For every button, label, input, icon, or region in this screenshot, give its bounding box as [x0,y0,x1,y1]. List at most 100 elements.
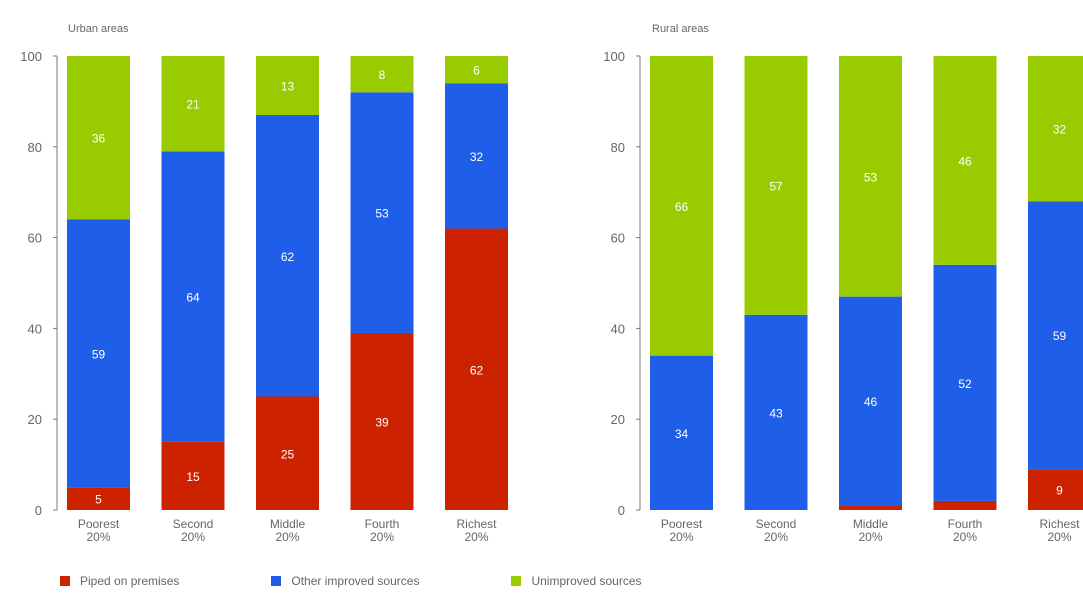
urban-data-label: 21 [186,98,200,112]
rural-bar-segment [744,56,808,315]
rural-data-label: 46 [958,154,972,168]
urban-data-label: 8 [379,68,386,82]
urban-y-tick-label: 0 [35,503,42,518]
rural-bar-segment [933,264,997,501]
rural-bar-segment [1028,469,1083,510]
urban-data-label: 32 [470,150,484,164]
urban-x-tick-label: Fourth 20% [365,517,400,544]
rural-data-label: 46 [864,395,878,409]
urban-data-label: 36 [92,132,106,146]
urban-data-label: 25 [281,447,295,461]
urban-bar-segment [256,56,319,116]
rural-chart-title: Rural areas [652,23,709,35]
urban-bar-segment [256,396,319,510]
legend-label-unimproved: Unimproved sources [531,574,642,588]
rural-x-tick-label: Middle 20% [853,517,889,544]
urban-x-tick-label: Second 20% [173,517,214,544]
urban-data-label: 5 [95,493,102,507]
urban-data-label: 62 [281,250,295,264]
rural-x-tick-label: Second 20% [756,517,797,544]
rural-data-label: 57 [769,179,783,193]
rural-bar-segment [839,56,902,297]
urban-y-tick-label: 100 [20,49,42,64]
legend-swatch-piped [60,576,70,586]
rural-x-tick-label: Poorest 20% [661,517,703,544]
urban-bar-segment [445,83,508,229]
rural-bar-segment [839,505,902,510]
urban-bar-segment [67,487,130,510]
legend-label-piped: Piped on premises [80,574,180,588]
urban-x-tick-label-line: Poorest [78,517,120,531]
urban-x-tick-label: Richest 20% [456,517,497,544]
legend-swatch-other [271,576,282,586]
urban-bar-segment [445,228,508,510]
urban-y-tick-label: 80 [28,140,42,155]
urban-x-tick-label: Poorest 20% [78,517,120,544]
urban-y-tick-label: 60 [28,231,42,246]
rural-data-label: 34 [675,427,689,441]
rural-data-label: 52 [958,377,972,391]
rural-bar-segment [1028,56,1083,202]
rural-y-tick-label: 60 [611,231,625,246]
urban-data-label: 6 [473,64,480,78]
urban-x-tick-label-line: Fourth [365,517,400,531]
urban-data-label: 53 [375,207,389,221]
urban-x-tick-label-line: 20% [181,530,205,544]
urban-x-tick-label-line: 20% [370,530,394,544]
rural-y-tick-label: 20 [611,412,625,427]
urban-bar-segment [445,56,508,84]
rural-data-label: 59 [1053,329,1067,343]
legend-item-unimproved: Unimproved sources [511,574,642,588]
rural-y-tick-label: 0 [618,503,625,518]
rural-bar-segment [839,296,902,506]
rural-x-tick-label: Richest 20% [1039,517,1080,544]
urban-y-tick-label: 40 [28,321,42,336]
rural-y-tick-label: 40 [611,321,625,336]
rural-x-tick-label-line: 20% [858,530,882,544]
legend-swatch-unimproved [511,576,522,586]
rural-y-tick-label: 80 [611,140,625,155]
legend-item-piped: Piped on premises [60,574,179,588]
urban-bar-segment [350,92,414,333]
rural-data-label: 43 [769,406,783,420]
rural-data-label: 32 [1053,123,1067,137]
urban-x-tick-label: Middle 20% [270,517,306,544]
urban-bar-segment [350,56,414,93]
rural-data-label: 66 [675,200,689,214]
urban-data-label: 64 [186,291,200,305]
rural-data-label: 9 [1056,484,1063,498]
urban-x-tick-label-line: Richest [456,517,497,531]
rural-bar-segment [744,314,808,510]
urban-x-tick-label-line: 20% [464,530,488,544]
urban-bar-segment [67,219,130,488]
rural-x-tick-label: Fourth 20% [948,517,983,544]
urban-x-tick-label-line: 20% [86,530,110,544]
urban-y-tick-label: 20 [28,412,42,427]
urban-data-label: 62 [470,363,484,377]
urban-x-tick-label-line: 20% [275,530,299,544]
rural-data-label: 53 [864,170,878,184]
rural-bar-segment [933,56,997,265]
rural-bar-segment [650,56,713,356]
urban-bar-segment [67,56,130,220]
rural-x-tick-label-line: Fourth [948,517,983,531]
rural-x-tick-label-line: 20% [1047,530,1071,544]
rural-x-tick-label-line: 20% [764,530,788,544]
legend: Piped on premises Other improved sources… [60,572,734,590]
urban-chart-title: Urban areas [68,23,129,35]
urban-bar-segment [161,151,225,442]
urban-bar-segment [256,115,319,397]
rural-x-tick-label-line: Middle [853,517,889,531]
rural-x-tick-label-line: Poorest [661,517,703,531]
legend-item-other: Other improved sources [271,574,419,588]
urban-bar-segment [161,56,225,152]
rural-bar-segment [933,500,997,510]
urban-bar-segment [350,332,414,510]
rural-bar-segment [650,355,713,510]
urban-x-tick-label-line: Middle [270,517,306,531]
urban-x-tick-label-line: Second [173,517,214,531]
legend-label-other: Other improved sources [291,574,420,588]
urban-data-label: 39 [375,415,389,429]
rural-x-tick-label-line: Second [756,517,797,531]
